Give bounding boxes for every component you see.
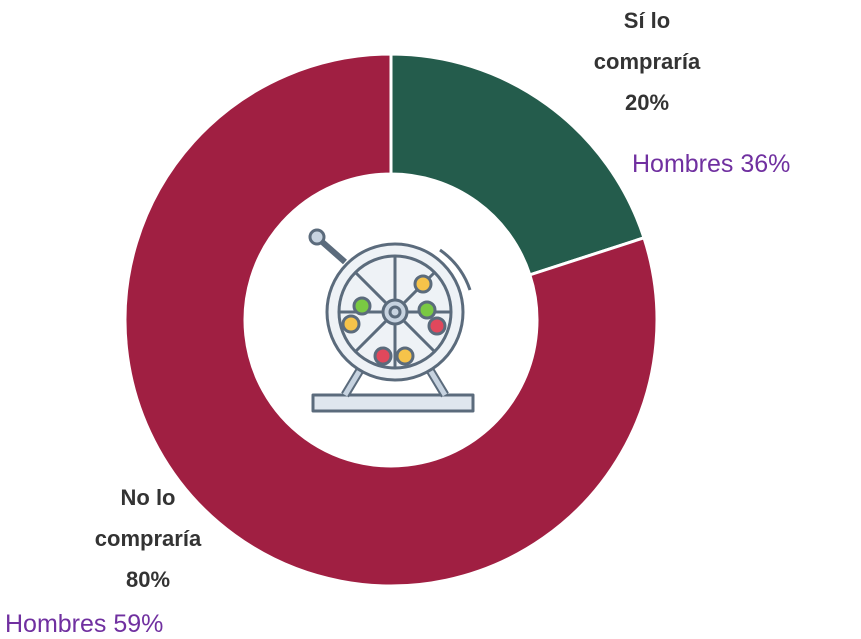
donut-slice: [123, 52, 659, 588]
category-label: No lo compraría: [94, 485, 202, 551]
annotation: Hombres 36%: [632, 150, 791, 178]
value-label: 20%: [624, 90, 670, 115]
center-icon: [308, 228, 475, 413]
slices: [123, 52, 659, 588]
annotation: Hombres 59%: [5, 610, 164, 638]
slice-label: No lo compraría 80%: [90, 477, 206, 600]
donut-slice: [389, 52, 646, 277]
category-label: Sí lo compraría: [593, 8, 701, 74]
value-label: 80%: [125, 567, 171, 592]
slice-label: Sí lo compraría 20%: [589, 0, 705, 123]
